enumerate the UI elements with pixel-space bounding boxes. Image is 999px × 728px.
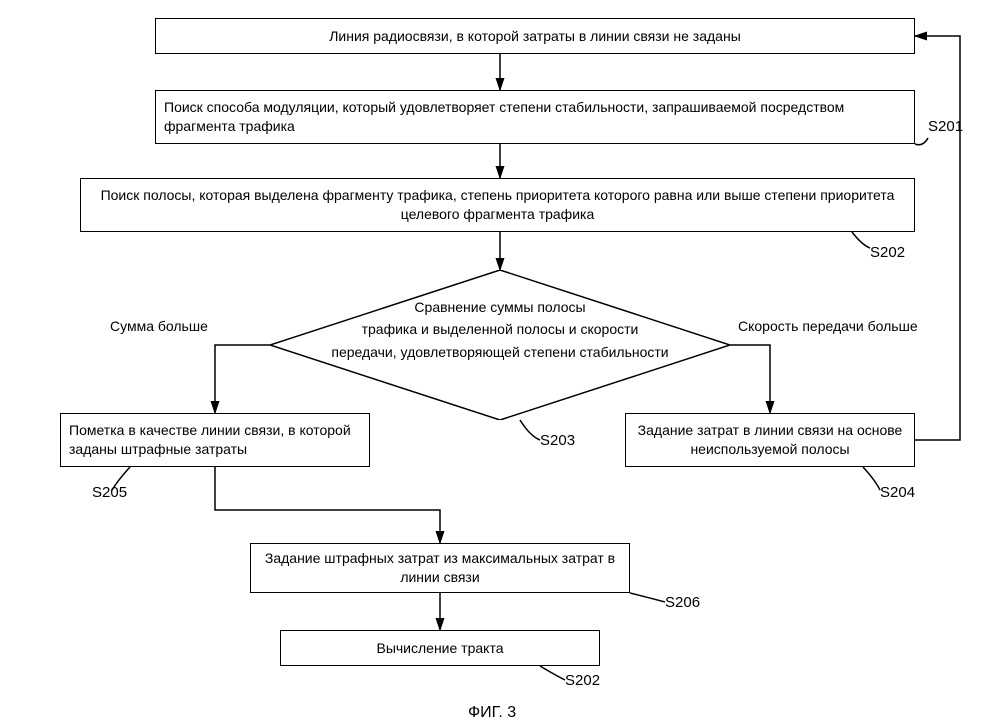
branch-left-label: Сумма больше bbox=[110, 318, 208, 334]
ref-s202a: S202 bbox=[870, 244, 905, 261]
diamond-line3: передачи, удовлетворяющей степени стабил… bbox=[270, 341, 730, 363]
box-s204-text: Задание затрат в линии связи на основе н… bbox=[634, 421, 906, 459]
ref-s202b-text: S202 bbox=[565, 672, 600, 689]
branch-right-text: Скорость передачи больше bbox=[738, 318, 918, 334]
box-start-text: Линия радиосвязи, в которой затраты в ли… bbox=[329, 27, 741, 46]
box-s202b-text: Вычисление тракта bbox=[376, 639, 503, 658]
diamond-line1: Сравнение суммы полосы bbox=[270, 296, 730, 318]
box-s201-text: Поиск способа модуляции, который удовлет… bbox=[164, 98, 906, 136]
diamond-line2: трафика и выделенной полосы и скорости bbox=[270, 318, 730, 340]
box-s205: Пометка в качестве линии связи, в которо… bbox=[60, 413, 370, 467]
box-s205-text: Пометка в качестве линии связи, в которо… bbox=[69, 421, 361, 459]
ref-s204: S204 bbox=[880, 484, 915, 501]
box-s202a-text: Поиск полосы, которая выделена фрагменту… bbox=[89, 186, 906, 224]
figure-label-text: ФИГ. 3 bbox=[468, 704, 516, 721]
diamond-text: Сравнение суммы полосы трафика и выделен… bbox=[270, 296, 730, 363]
ref-s204-text: S204 bbox=[880, 484, 915, 501]
ref-s206-text: S206 bbox=[665, 594, 700, 611]
branch-right-label: Скорость передачи больше bbox=[738, 318, 918, 334]
decision-diamond: Сравнение суммы полосы трафика и выделен… bbox=[270, 270, 730, 420]
box-s202b: Вычисление тракта bbox=[280, 630, 600, 666]
box-s204: Задание затрат в линии связи на основе н… bbox=[625, 413, 915, 467]
ref-s201: S201 bbox=[928, 118, 963, 135]
box-s202a: Поиск полосы, которая выделена фрагменту… bbox=[80, 178, 915, 232]
box-s206-text: Задание штрафных затрат из максимальных … bbox=[259, 549, 621, 587]
ref-s205-text: S205 bbox=[92, 484, 127, 501]
ref-s203: S203 bbox=[540, 432, 575, 449]
ref-s201-text: S201 bbox=[928, 118, 963, 135]
flowchart-canvas: Линия радиосвязи, в которой затраты в ли… bbox=[0, 0, 999, 728]
ref-s202b: S202 bbox=[565, 672, 600, 689]
branch-left-text: Сумма больше bbox=[110, 318, 208, 334]
ref-s205: S205 bbox=[92, 484, 127, 501]
box-s206: Задание штрафных затрат из максимальных … bbox=[250, 543, 630, 593]
ref-s206: S206 bbox=[665, 594, 700, 611]
box-s201: Поиск способа модуляции, который удовлет… bbox=[155, 90, 915, 144]
ref-s203-text: S203 bbox=[540, 432, 575, 449]
ref-s202a-text: S202 bbox=[870, 244, 905, 261]
figure-label: ФИГ. 3 bbox=[468, 704, 516, 722]
box-start: Линия радиосвязи, в которой затраты в ли… bbox=[155, 18, 915, 54]
